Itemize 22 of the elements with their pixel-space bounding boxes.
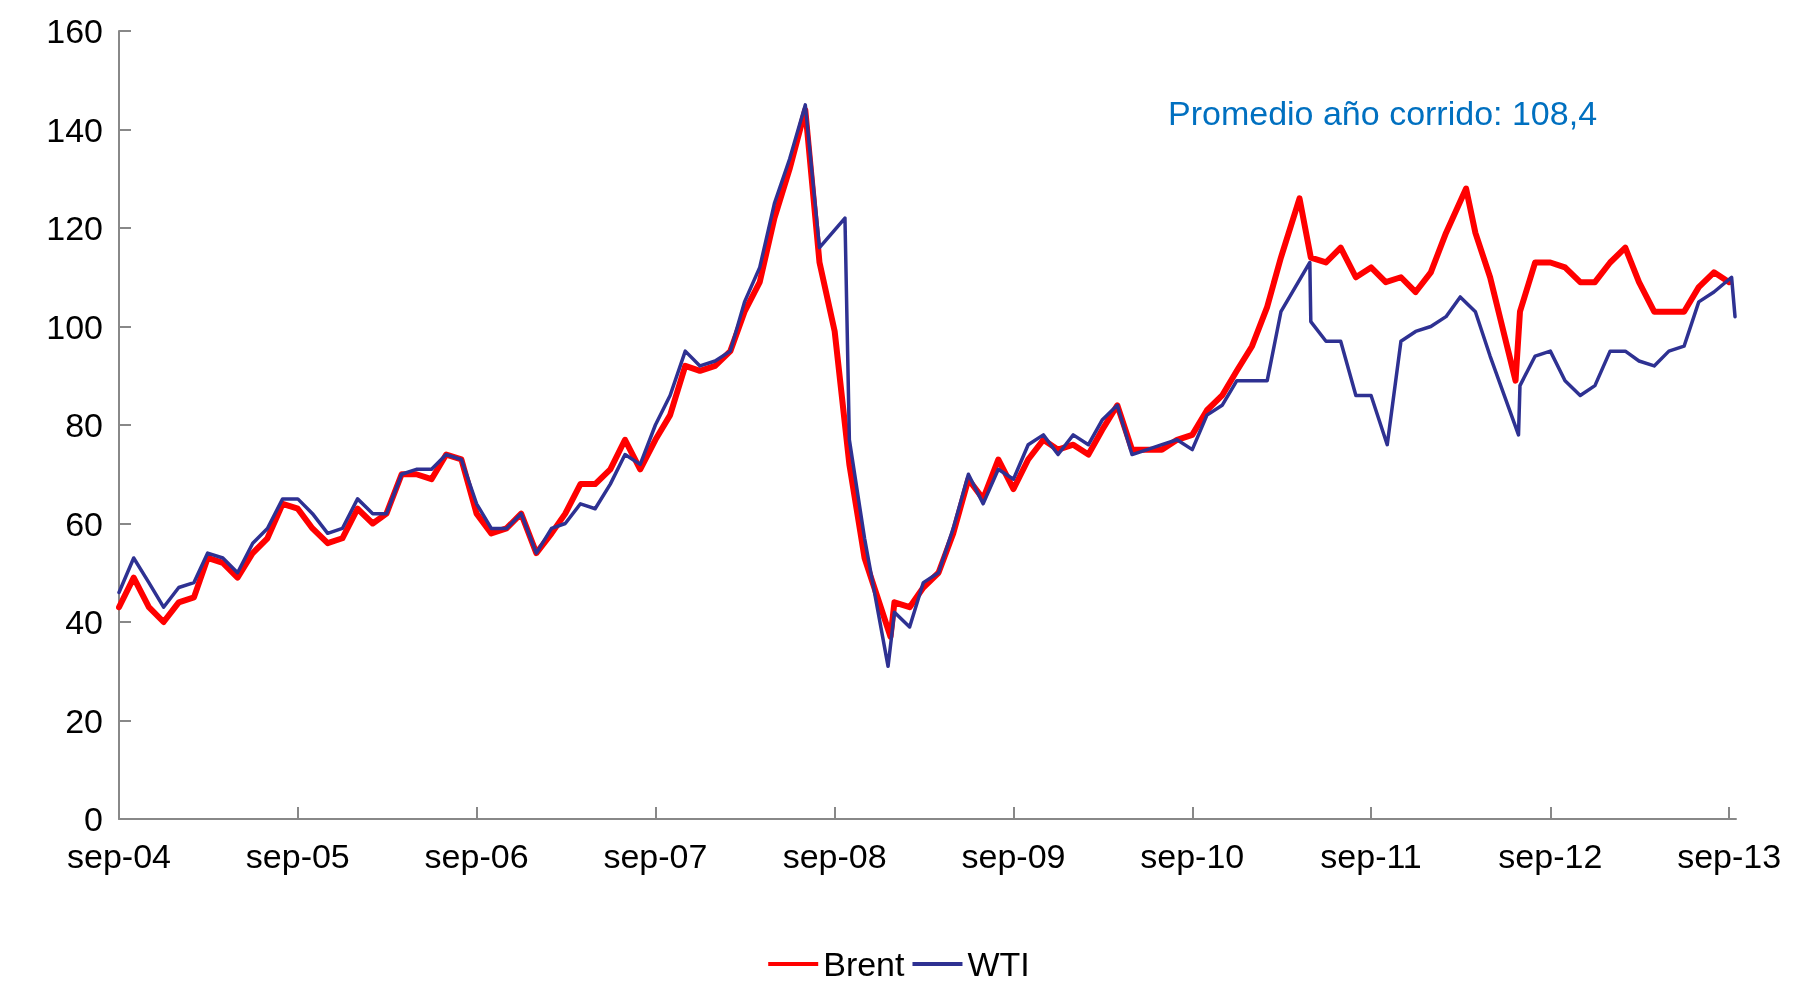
x-tick-label: sep-08: [782, 837, 887, 875]
x-tick-label: sep-13: [1677, 837, 1782, 875]
y-tick-label: 160: [46, 12, 103, 50]
legend-label: WTI: [967, 945, 1030, 983]
y-tick-label: 0: [84, 800, 103, 838]
y-tick-label: 80: [65, 406, 103, 444]
x-tick-label: sep-05: [245, 837, 350, 875]
y-tick-label: 60: [65, 504, 103, 543]
x-tick-label: sep-07: [603, 837, 708, 875]
x-tick-label: sep-11: [1320, 837, 1422, 875]
y-tick-label: 120: [46, 209, 103, 247]
x-tick-label: sep-09: [961, 837, 1066, 875]
x-tick-label: sep-12: [1498, 837, 1603, 875]
y-tick-label: 40: [65, 603, 103, 641]
x-tick-label: sep-04: [67, 837, 171, 875]
y-tick-label: 140: [46, 110, 103, 149]
annotation: Promedio año corrido: 108,4: [1168, 94, 1598, 132]
y-tick-label: 20: [65, 701, 103, 740]
x-tick-label: sep-06: [424, 837, 529, 875]
x-tick-label: sep-10: [1140, 837, 1245, 875]
legend-label: Brent: [823, 945, 906, 983]
y-tick-label: 100: [46, 307, 103, 346]
